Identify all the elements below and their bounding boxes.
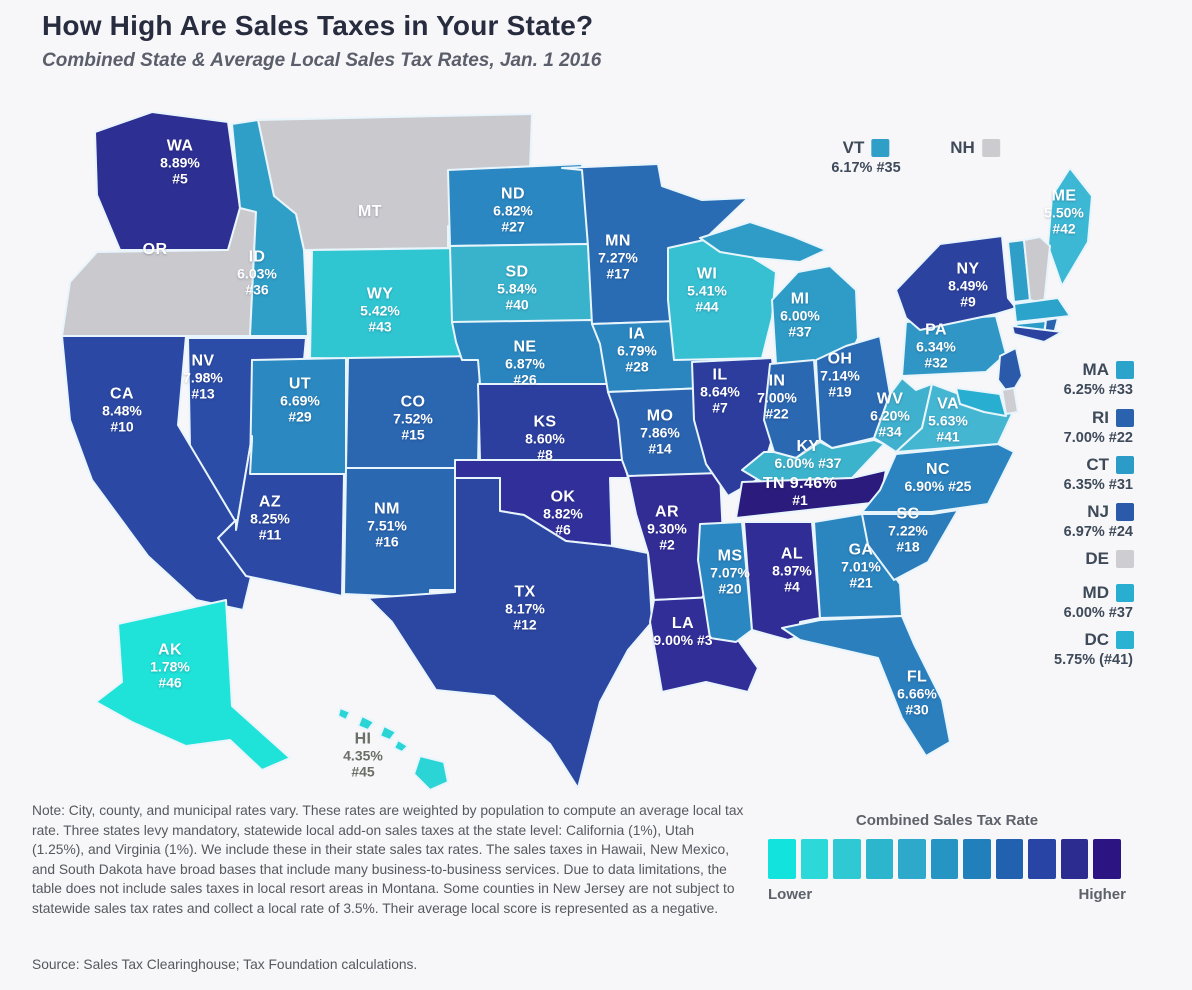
state-abbr: DE (1085, 549, 1109, 568)
state-shape-hi (379, 725, 397, 741)
state-shape-fl (781, 615, 951, 757)
state-abbr: CT (1086, 455, 1109, 474)
color-swatch (1116, 584, 1134, 602)
scale-swatch-7 (995, 839, 1023, 879)
color-swatch (1116, 503, 1134, 521)
state-shape-wa (94, 111, 241, 251)
color-scale-title: Combined Sales Tax Rate (855, 812, 1039, 829)
color-scale-swatches (768, 839, 1126, 879)
coastal-legend-ri: RI 7.00% #22 (1064, 408, 1134, 446)
page-title: How High Are Sales Taxes in Your State? (42, 10, 594, 41)
state-shape-wy (309, 247, 465, 361)
color-swatch (1116, 631, 1134, 649)
state-abbr: VT (842, 138, 865, 157)
state-shape-ky (741, 439, 885, 483)
scale-swatch-10 (1093, 839, 1121, 879)
state-shape-tx (367, 477, 653, 789)
state-shape-nm (343, 467, 456, 599)
color-swatch (1116, 456, 1134, 474)
state-shape-ma (1013, 297, 1071, 323)
scale-swatch-0 (768, 839, 796, 879)
color-scale-ends: Lower Higher (768, 886, 1126, 903)
state-shape-in (763, 359, 821, 459)
state-shape-az (217, 435, 345, 597)
coastal-legend-md: MD 6.00% #37 (1064, 583, 1134, 621)
state-shape-ut (249, 357, 347, 475)
scale-swatch-5 (930, 839, 958, 879)
page-subtitle: Combined State & Average Local Sales Tax… (42, 50, 602, 71)
color-scale-lower-label: Lower (768, 886, 813, 903)
state-rate-rank: 6.35% #31 (1063, 477, 1133, 493)
state-shape-nd (447, 163, 589, 247)
state-rate-rank: 6.25% #33 (1063, 382, 1133, 398)
color-swatch (871, 139, 890, 157)
coastal-legend-dc: DC 5.75% (#41) (1054, 630, 1134, 668)
scale-swatch-1 (800, 839, 828, 879)
state-shape-ny (895, 235, 1017, 331)
state-shape-nc (861, 443, 1015, 513)
state-shape-id (231, 119, 309, 337)
state-rate-rank: 7.00% #22 (1063, 430, 1133, 446)
state-shape-nj (997, 347, 1023, 397)
coastal-legend-ct: CT 6.35% #31 (1064, 455, 1134, 493)
state-shape-hi (413, 755, 449, 791)
state-abbr: RI (1092, 408, 1109, 427)
state-rate-rank: 6.17% #35 (831, 160, 901, 176)
coastal-legend-nj: NJ 6.97% #24 (1064, 502, 1134, 540)
state-shape-co (345, 355, 481, 469)
scale-swatch-4 (898, 839, 926, 879)
state-abbr: MD (1082, 583, 1109, 602)
state-abbr: NJ (1087, 502, 1109, 521)
scale-swatch-9 (1060, 839, 1088, 879)
scale-swatch-3 (865, 839, 893, 879)
state-shape-hi (393, 739, 409, 753)
scale-swatch-6 (963, 839, 991, 879)
header: How High Are Sales Taxes in Your State? … (42, 10, 601, 72)
state-shape-sd (449, 243, 593, 325)
state-abbr: NH (950, 138, 975, 157)
state-shape-li (1011, 325, 1063, 343)
state-rate-rank: 6.00% #37 (1063, 605, 1133, 621)
state-rate-rank: 6.97% #24 (1063, 524, 1133, 540)
top-legend-nh: NH (950, 138, 1000, 158)
state-abbr: MA (1082, 360, 1109, 379)
source-text: Source: Sales Tax Clearinghouse; Tax Fou… (32, 957, 418, 972)
state-shape-ms (697, 521, 753, 643)
coastal-legend-de: DE (1085, 549, 1134, 569)
state-shape-sc (861, 509, 959, 581)
scale-swatch-2 (833, 839, 861, 879)
state-rate-rank: 5.75% (#41) (1054, 652, 1133, 668)
state-shape-mi (699, 221, 827, 263)
state-shape-nh (1023, 236, 1051, 305)
scale-swatch-8 (1028, 839, 1056, 879)
top-legend-vt: VT 6.17% #35 (831, 138, 900, 176)
color-scale-higher-label: Higher (1078, 886, 1126, 903)
color-swatch (981, 139, 1000, 157)
color-swatch (1116, 409, 1134, 427)
note-text: Note: City, county, and municipal rates … (32, 803, 744, 916)
state-shape-me (1047, 167, 1093, 287)
color-swatch (1116, 550, 1134, 568)
state-shape-hi (337, 707, 351, 721)
color-swatch (1116, 361, 1134, 379)
state-abbr: DC (1084, 630, 1109, 649)
state-shape-ak (95, 599, 291, 771)
state-shape-ks (477, 383, 625, 461)
state-shape-md (955, 387, 1007, 417)
state-shape-hi (357, 715, 375, 731)
coastal-legend-ma: MA 6.25% #33 (1064, 360, 1134, 398)
state-shape-de (1001, 387, 1019, 415)
color-scale-legend: Combined Sales Tax Rate Lower Higher (768, 812, 1126, 903)
